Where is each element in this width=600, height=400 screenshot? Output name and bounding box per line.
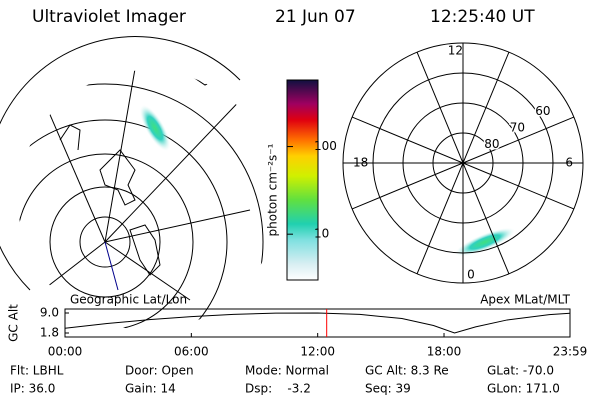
colorbar xyxy=(286,79,319,281)
y-tick-label: 9.0 xyxy=(40,306,59,320)
footer-field: Door: Open xyxy=(125,364,194,378)
x-tick-label: 06:00 xyxy=(174,345,209,359)
x-tick-label: 00:00 xyxy=(48,345,83,359)
footer-field: Gain: 14 xyxy=(125,382,176,396)
date: 21 Jun 07 xyxy=(275,7,356,27)
lat-ring xyxy=(372,72,554,254)
polar-label: Apex MLat/MLT xyxy=(480,293,570,307)
footer-field: Seq: 39 xyxy=(365,382,411,396)
altitude-curve xyxy=(64,312,571,334)
lat-label: 70 xyxy=(510,120,525,134)
altitude-ylabel: GC Alt xyxy=(7,304,21,342)
lat-label: 60 xyxy=(535,104,550,118)
colorbar-tick-label: 100 xyxy=(314,139,337,153)
colorbar-label: photon cm⁻²s⁻¹ xyxy=(266,143,280,236)
footer-field: Dsp: -3.2 xyxy=(245,382,311,396)
footer-field: Flt: LBHL xyxy=(10,364,64,378)
footer-field: GLon: 171.0 xyxy=(487,382,560,396)
mlt-label: 6 xyxy=(565,156,573,170)
y-tick-label: 1.8 xyxy=(40,326,59,340)
footer-field: GC Alt: 8.3 Re xyxy=(365,364,449,378)
x-tick-label: 12:00 xyxy=(300,345,335,359)
x-tick-label: 18:00 xyxy=(427,345,462,359)
footer-field: Mode: Normal xyxy=(245,364,329,378)
map-label: Geographic Lat/Lon xyxy=(70,293,187,307)
footer-field: GLat: -70.0 xyxy=(487,364,554,378)
mlt-label: 18 xyxy=(353,156,368,170)
lat-ring xyxy=(402,102,524,224)
geo-map xyxy=(18,70,264,330)
lat-label: 80 xyxy=(484,137,499,151)
mlt-label: 0 xyxy=(467,268,475,282)
colorbar-tick-label: 10 xyxy=(314,227,329,241)
map-limb xyxy=(0,36,241,291)
time: 12:25:40 UT xyxy=(430,7,535,27)
instrument: Ultraviolet Imager xyxy=(32,7,186,27)
x-tick-label: 23:59 xyxy=(553,345,588,359)
footer-field: IP: 36.0 xyxy=(10,382,55,396)
mlt-label: 12 xyxy=(448,44,463,58)
lat-ring xyxy=(432,132,494,194)
